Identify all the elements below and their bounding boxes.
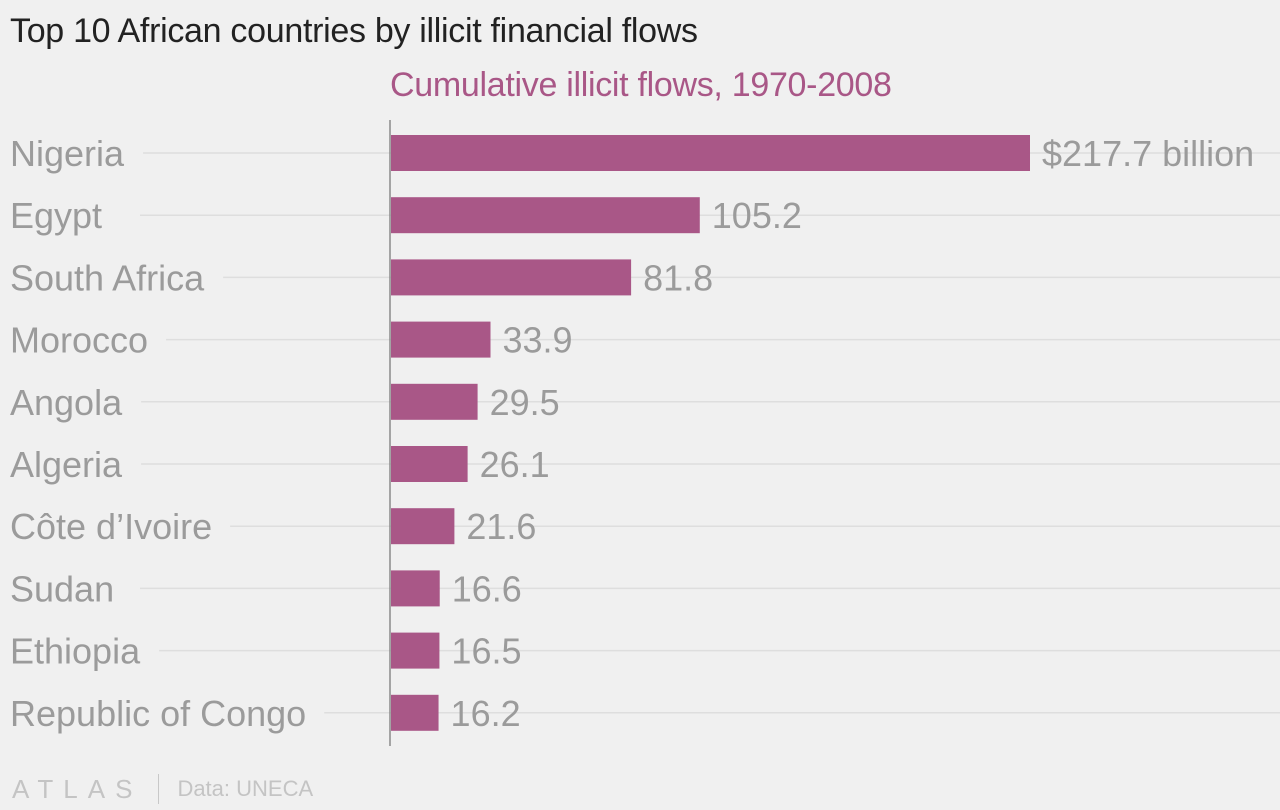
bar (391, 694, 439, 731)
category-label: Angola (10, 382, 123, 423)
chart-subtitle: Cumulative illicit flows, 1970-2008 (390, 66, 892, 104)
value-label: 81.8 (643, 257, 713, 298)
category-label: Nigeria (10, 133, 125, 174)
value-label: 105.2 (712, 195, 802, 236)
labels: Nigeria $217.7 billion Egypt 105.2 South Afr… (10, 133, 1254, 734)
chart-title: Top 10 African countries by illicit fina… (10, 12, 698, 50)
category-label: Sudan (10, 568, 114, 609)
bar (391, 197, 700, 234)
value-label: 16.6 (452, 568, 522, 609)
gridlines (140, 152, 1280, 714)
bar-chart: Nigeria $217.7 billion Egypt 105.2 South Afr… (10, 120, 1280, 746)
category-label: South Africa (10, 257, 205, 298)
bar (391, 135, 1030, 171)
category-label: Republic of Congo (10, 693, 306, 734)
value-label: 16.2 (451, 693, 521, 734)
value-label: 16.5 (451, 631, 521, 672)
category-label: Egypt (10, 195, 102, 236)
category-label: Ethiopia (10, 631, 141, 672)
footer-divider (158, 774, 160, 804)
bar (391, 321, 491, 358)
atlas-logo[interactable]: ATLAS (12, 773, 143, 804)
value-label: 21.6 (466, 506, 536, 547)
category-label: Morocco (10, 320, 148, 361)
value-label: 26.1 (480, 444, 550, 485)
bar (391, 446, 468, 482)
bar (391, 259, 632, 296)
bar (391, 570, 440, 607)
data-source: Data: UNECA (177, 776, 314, 801)
bars (391, 135, 1030, 731)
category-label: Algeria (10, 444, 123, 485)
value-label: 29.5 (490, 382, 560, 423)
category-label: Côte d’Ivoire (10, 506, 212, 547)
bar (391, 383, 478, 420)
value-label: $217.7 billion (1042, 133, 1254, 174)
value-label: 33.9 (503, 320, 573, 361)
footer: ATLAS Data: UNECA (12, 772, 313, 806)
bar (391, 632, 440, 669)
bar (391, 508, 455, 545)
